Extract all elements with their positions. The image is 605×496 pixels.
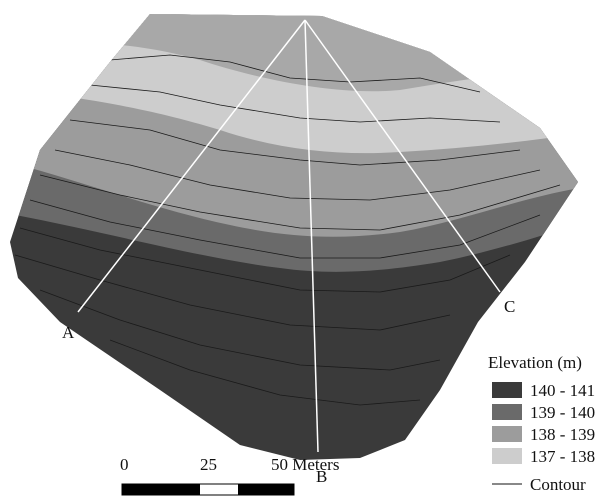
profile-label: C: [504, 297, 515, 316]
legend-label: Contour: [530, 475, 586, 494]
legend-swatch: [492, 382, 522, 398]
legend-label: 138 - 139: [530, 425, 595, 444]
legend: Elevation (m) 140 - 141 139 - 140 138 - 13…: [488, 353, 595, 494]
scale-label: 25: [200, 455, 217, 474]
scale-bar: 0 25 50 Meters: [120, 455, 339, 495]
legend-title: Elevation (m): [488, 353, 582, 372]
terrain-surface: [0, 0, 605, 496]
legend-swatch: [492, 404, 522, 420]
legend-swatch: [492, 426, 522, 442]
scale-segment: [238, 484, 294, 495]
map-figure: A B C Elevation (m) 140 - 141139 - 14013…: [0, 0, 605, 496]
legend-swatch: [492, 448, 522, 464]
scale-label: 50 Meters: [271, 455, 339, 474]
scale-segment: [122, 484, 200, 495]
legend-label: 140 - 141: [530, 381, 595, 400]
scale-label: 0: [120, 455, 129, 474]
legend-label: 139 - 140: [530, 403, 595, 422]
legend-label: 137 - 138: [530, 447, 595, 466]
profile-label: A: [62, 323, 75, 342]
